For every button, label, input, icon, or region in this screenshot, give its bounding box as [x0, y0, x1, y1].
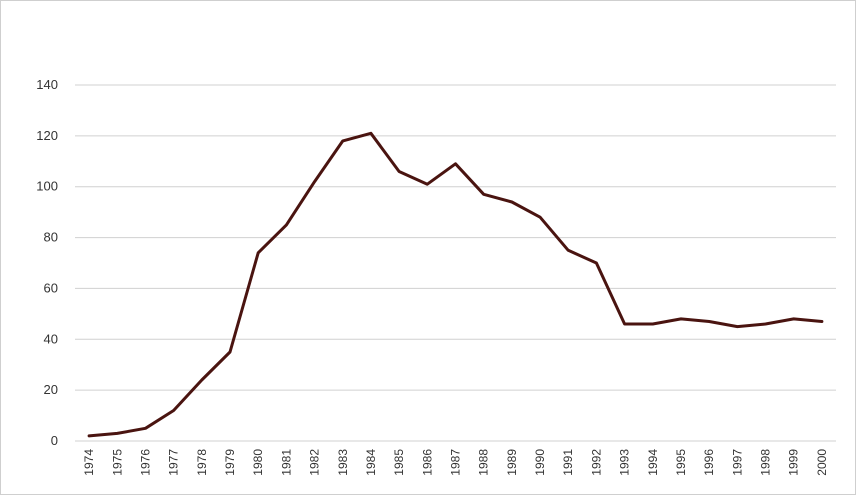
x-tick-label: 1995 — [674, 449, 688, 476]
x-tick-label: 1991 — [561, 449, 575, 476]
x-tick-label: 1976 — [138, 449, 152, 476]
x-tick-label: 1978 — [195, 449, 209, 476]
y-axis-ticks: 0 20 40 60 80 100 120 140 — [36, 77, 58, 448]
x-tick-label: 1985 — [392, 449, 406, 476]
y-tick-label: 60 — [44, 280, 58, 295]
x-tick-label: 1999 — [787, 449, 801, 476]
x-tick-label: 1993 — [618, 449, 632, 476]
y-tick-label: 0 — [51, 433, 58, 448]
x-tick-label: 2000 — [815, 449, 829, 476]
y-tick-label: 140 — [36, 77, 58, 92]
x-tick-label: 1974 — [82, 449, 96, 476]
x-tick-label: 1975 — [110, 449, 124, 476]
x-tick-label: 1987 — [449, 449, 463, 476]
x-tick-label: 1996 — [702, 449, 716, 476]
x-tick-label: 1983 — [336, 449, 350, 476]
y-tick-label: 100 — [36, 179, 58, 194]
x-tick-label: 1989 — [505, 449, 519, 476]
x-tick-label: 1977 — [167, 449, 181, 476]
y-tick-label: 20 — [44, 382, 58, 397]
y-tick-label: 80 — [44, 230, 58, 245]
x-tick-label: 1997 — [730, 449, 744, 476]
x-axis-ticks: 1974 1975 1976 1977 1978 1979 1980 1981 1982 1983… — [82, 449, 829, 476]
y-tick-label: 40 — [44, 331, 58, 346]
series-line — [87, 131, 824, 438]
x-tick-label: 1979 — [223, 449, 237, 476]
series-layer — [87, 131, 824, 438]
x-tick-label: 1980 — [251, 449, 265, 476]
x-tick-label: 1981 — [279, 449, 293, 476]
x-tick-label: 1984 — [364, 449, 378, 476]
x-tick-label: 1982 — [308, 449, 322, 476]
x-tick-label: 1992 — [589, 449, 603, 476]
x-tick-label: 1986 — [420, 449, 434, 476]
x-tick-label: 1998 — [759, 449, 773, 476]
y-tick-label: 120 — [36, 128, 58, 143]
x-tick-label: 1994 — [646, 449, 660, 476]
x-tick-label: 1988 — [477, 449, 491, 476]
gridlines — [75, 84, 836, 442]
x-tick-label: 1990 — [533, 449, 547, 476]
